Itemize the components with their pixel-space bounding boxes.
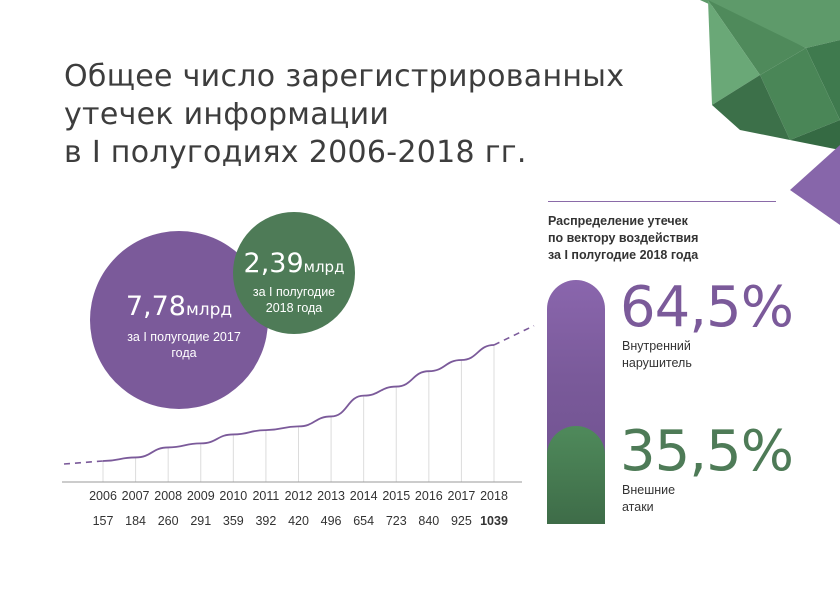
data-label: 392 [255, 514, 277, 528]
title-line: утечек информации [64, 97, 390, 132]
side-title: Распределение утечек по вектору воздейст… [548, 213, 768, 264]
internal-caption-line: нарушитель [622, 356, 692, 370]
data-label: 840 [418, 514, 440, 528]
data-label: 359 [222, 514, 244, 528]
bubble-2018-unit: млрд [303, 258, 345, 276]
external-caption-line: Внешние [622, 483, 676, 497]
internal-caption-line: Внутренний [622, 339, 691, 353]
external-percent: 35,5% [620, 419, 794, 484]
internal-percent: 64,5% [620, 275, 794, 340]
trend-dash-right [493, 324, 535, 346]
bubble-2018: 2,39млрд за I полугодие 2018 года [233, 212, 355, 334]
x-tick-label: 2010 [219, 489, 248, 503]
bubble-2017-unit: млрд [185, 300, 233, 320]
x-tick-label: 2008 [154, 489, 183, 503]
data-label: 654 [353, 514, 375, 528]
data-label: 723 [385, 514, 407, 528]
x-tick-label: 2009 [186, 489, 215, 503]
external-caption-line: атаки [622, 500, 654, 514]
page-title: Общее число зарегистрированных утечек ин… [64, 58, 664, 172]
data-label: 184 [125, 514, 147, 528]
data-label: 925 [450, 514, 472, 528]
data-label: 291 [190, 514, 212, 528]
x-tick-label: 2015 [382, 489, 411, 503]
x-tick-label: 2014 [349, 489, 378, 503]
series-line [102, 344, 495, 462]
data-label: 157 [92, 514, 114, 528]
title-line: в I полугодиях 2006-2018 гг. [64, 135, 527, 170]
x-tick-label: 2006 [89, 489, 117, 503]
x-tick-label: 2007 [121, 489, 150, 503]
x-tick-label: 2013 [317, 489, 345, 503]
side-divider [548, 201, 776, 202]
data-label: 1039 [480, 514, 508, 528]
x-tick-label: 2012 [284, 489, 313, 503]
side-title-line: за I полугодие 2018 года [548, 248, 699, 262]
bubble-2017-value: 7,78 [125, 291, 186, 322]
x-tick-label: 2011 [252, 489, 280, 503]
data-label: 496 [320, 514, 342, 528]
bubble-2018-sub-line: за I полугодие [252, 285, 336, 299]
distribution-pill [547, 280, 605, 524]
x-tick-label: 2016 [414, 489, 443, 503]
x-tick-label: 2018 [480, 489, 508, 503]
bubble-2018-sub-line: 2018 года [265, 301, 323, 315]
bubble-2017-sub-line: 2017 года [171, 330, 241, 360]
title-line: Общее число зарегистрированных [64, 59, 625, 94]
bubble-2017-sub-line: за I полугодие [127, 330, 210, 344]
data-label: 420 [288, 514, 309, 528]
side-title-line: Распределение утечек [548, 214, 688, 228]
external-caption: Внешние атаки [622, 482, 675, 516]
external-share-fill [547, 426, 605, 524]
side-title-line: по вектору воздействия [548, 231, 699, 245]
bubble-2018-value: 2,39 [243, 248, 304, 279]
data-label: 260 [157, 514, 179, 528]
x-tick-label: 2017 [447, 489, 476, 503]
internal-caption: Внутренний нарушитель [622, 338, 692, 372]
